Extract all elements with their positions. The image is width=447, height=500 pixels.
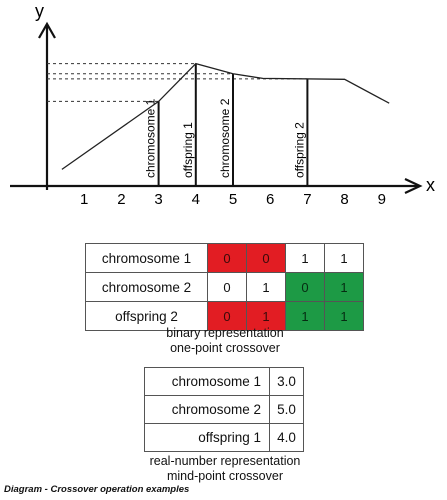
binary-caption-line1: binary representation [166,326,284,340]
gene-bit-cell: 0 [207,301,247,331]
real-caption-line2: mind-point crossover [166,469,283,483]
marker-label: chromosome 2 [218,98,232,178]
y-axis-label: y [35,1,44,21]
real-row-label: offspring 1 [144,423,270,452]
real-row-label: chromosome 2 [144,395,270,424]
marker-lines: chromosome 1 offspring 1 chromosome 2 offsp… [144,63,309,186]
binary-row-label: chromosome 2 [85,272,208,302]
real-table-row: chromosome 1 3.0 [144,367,304,396]
x-tick-label: 6 [266,191,274,208]
real-row-value: 4.0 [269,423,304,452]
real-caption-line1: real-number representation [149,454,301,468]
binary-caption: binary representation one-point crossove… [85,326,365,356]
x-tick-label: 7 [303,191,311,208]
fitness-curve [61,62,390,170]
marker-label: chromosome 1 [144,98,158,178]
x-tick-label: 2 [117,191,125,208]
binary-caption-line2: one-point crossover [170,341,280,355]
gene-bit-cell: 0 [207,243,247,273]
binary-row-label: chromosome 1 [85,243,208,273]
x-axis-label: x [426,175,435,195]
gene-bit-cell: 0 [207,272,247,302]
x-tick-label: 3 [154,191,162,208]
gene-bit-cell: 0 [246,243,286,273]
real-table-row: offspring 1 4.0 [144,423,304,452]
x-tick-label: 4 [192,191,200,208]
binary-crossover-table: chromosome 1 0 0 1 1 chromosome 2 0 1 0 1 offsprin… [85,243,364,331]
y-axis [38,21,56,190]
real-row-value: 5.0 [269,395,304,424]
real-caption: real-number representation mind-point cr… [144,454,306,484]
gene-bit-cell: 1 [285,243,325,273]
x-tick-label: 1 [80,191,88,208]
x-axis [10,178,423,194]
marker-label: offspring 1 [181,122,195,178]
figure-footnote: Diagram - Crossover operation examples [4,484,190,495]
binary-row-label: offspring 2 [85,301,208,331]
gene-bit-cell: 1 [246,272,286,302]
real-crossover-table: chromosome 1 3.0 chromosome 2 5.0 offspring … [144,367,304,452]
x-tick-labels: 1 2 3 4 5 6 7 8 9 [80,191,386,208]
real-row-label: chromosome 1 [144,367,270,396]
marker-label: offspring 2 [292,122,306,178]
x-tick-label: 5 [229,191,237,208]
x-tick-label: 9 [378,191,386,208]
gene-bit-cell: 1 [285,301,325,331]
real-row-value: 3.0 [269,367,304,396]
real-table-row: chromosome 2 5.0 [144,395,304,424]
gene-bit-cell: 1 [324,301,364,331]
gene-bit-cell: 1 [324,272,364,302]
x-tick-label: 8 [340,191,348,208]
gene-bit-cell: 0 [285,272,325,302]
gene-bit-cell: 1 [324,243,364,273]
